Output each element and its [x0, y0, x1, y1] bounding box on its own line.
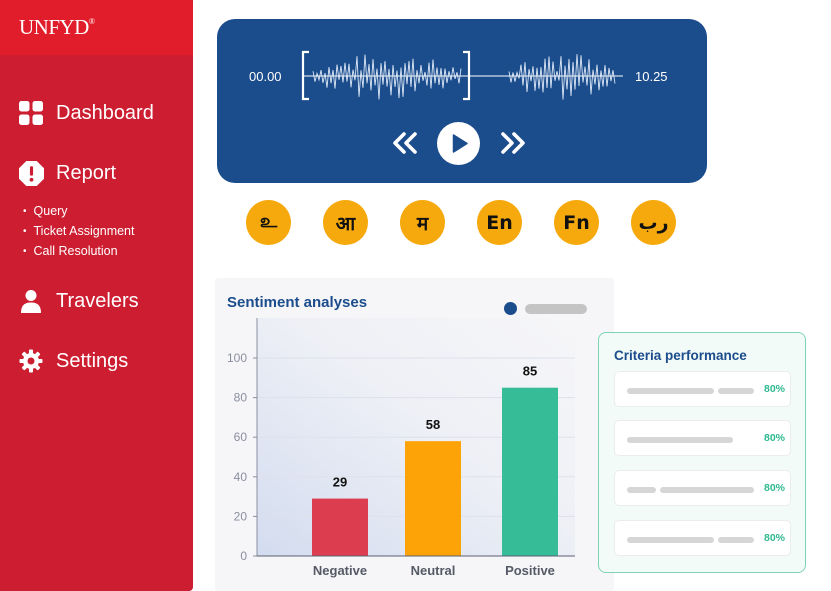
sentiment-chart: 0 20 40 60 80 100 29 58 85 Negative Neutral Posit…	[227, 318, 575, 578]
logo-bar: UNFYD®	[0, 0, 193, 55]
language-chip-fn[interactable]: Fn	[554, 200, 599, 245]
gear-icon	[18, 348, 44, 374]
alert-icon	[18, 160, 44, 186]
criteria-value: 80%	[763, 432, 785, 444]
sidebar-item-travelers[interactable]: Travelers	[18, 288, 139, 314]
card-title: Sentiment analyses	[227, 294, 368, 311]
sidebar: UNFYD® Dashboard Report Query Ticket Ass…	[0, 0, 193, 591]
brand-name: UNFYD	[19, 15, 89, 39]
submenu-item-ticket-assignment[interactable]: Ticket Assignment	[23, 222, 135, 242]
report-submenu: Query Ticket Assignment Call Resolution	[23, 202, 135, 262]
criteria-row[interactable]: 80%	[614, 470, 791, 506]
sidebar-item-settings[interactable]: Settings	[18, 348, 128, 374]
bar-negative	[312, 498, 368, 556]
criteria-row[interactable]: 80%	[614, 371, 791, 407]
criteria-row[interactable]: 80%	[614, 520, 791, 556]
bar-neutral	[405, 441, 461, 556]
bar-value-label: 58	[426, 417, 440, 432]
sidebar-item-label: Report	[56, 161, 117, 184]
waveform[interactable]	[217, 19, 707, 119]
bar-positive	[502, 387, 558, 556]
language-chip-marathi[interactable]: म	[400, 200, 445, 245]
sidebar-item-label: Dashboard	[56, 101, 154, 124]
brand-mark: ®	[88, 17, 95, 26]
criteria-card: Criteria performance 80% 80% 80% 80%	[598, 332, 806, 573]
fast-forward-button[interactable]	[499, 131, 527, 160]
sidebar-item-label: Travelers	[56, 289, 139, 312]
play-button[interactable]	[437, 122, 480, 165]
audio-player: 00.00 10.25	[217, 19, 707, 183]
language-chip-english[interactable]: En	[477, 200, 522, 245]
submenu-item-call-resolution[interactable]: Call Resolution	[23, 242, 134, 262]
play-icon	[452, 134, 468, 153]
criteria-title: Criteria performance	[614, 348, 747, 363]
x-tick-label: Positive	[505, 563, 555, 578]
start-time: 00.00	[249, 69, 282, 84]
brand-logo[interactable]: UNFYD®	[19, 15, 95, 40]
submenu-item-query[interactable]: Query	[23, 202, 134, 222]
y-tick-label: 0	[240, 549, 247, 563]
y-tick-label: 100	[227, 351, 247, 365]
fast-forward-icon	[501, 132, 525, 154]
sentiment-card: Sentiment analyses 0 20 40 60 80 100 29 58 85 N…	[215, 278, 614, 591]
sidebar-item-label: Settings	[56, 349, 129, 372]
legend-marker	[504, 302, 517, 315]
waveform-segment-1	[312, 54, 462, 100]
language-chip-tamil[interactable]: உ	[246, 200, 291, 245]
user-icon	[18, 288, 44, 314]
language-chip-arabic[interactable]: رب	[631, 200, 676, 245]
criteria-value: 80%	[763, 532, 785, 544]
x-tick-label: Negative	[313, 563, 367, 578]
y-tick-label: 60	[234, 430, 248, 444]
sidebar-item-report[interactable]: Report	[18, 160, 116, 186]
legend-label-placeholder	[525, 304, 587, 314]
criteria-value: 80%	[763, 482, 785, 494]
criteria-value: 80%	[763, 383, 785, 395]
language-chip-hindi[interactable]: आ	[323, 200, 368, 245]
y-tick-label: 20	[234, 509, 248, 523]
bar-value-label: 85	[523, 364, 537, 379]
rewind-icon	[393, 132, 417, 154]
criteria-row[interactable]: 80%	[614, 420, 791, 456]
bar-value-label: 29	[333, 475, 347, 490]
end-time: 10.25	[635, 69, 668, 84]
selection-bracket-left[interactable]	[301, 50, 309, 101]
grid-icon	[18, 100, 44, 126]
rewind-button[interactable]	[391, 131, 419, 160]
sidebar-item-dashboard[interactable]: Dashboard	[18, 100, 154, 126]
waveform-segment-2	[508, 54, 616, 100]
y-tick-label: 40	[234, 470, 248, 484]
x-tick-label: Neutral	[411, 563, 456, 578]
selection-bracket-right[interactable]	[463, 50, 471, 101]
y-tick-label: 80	[234, 391, 248, 405]
